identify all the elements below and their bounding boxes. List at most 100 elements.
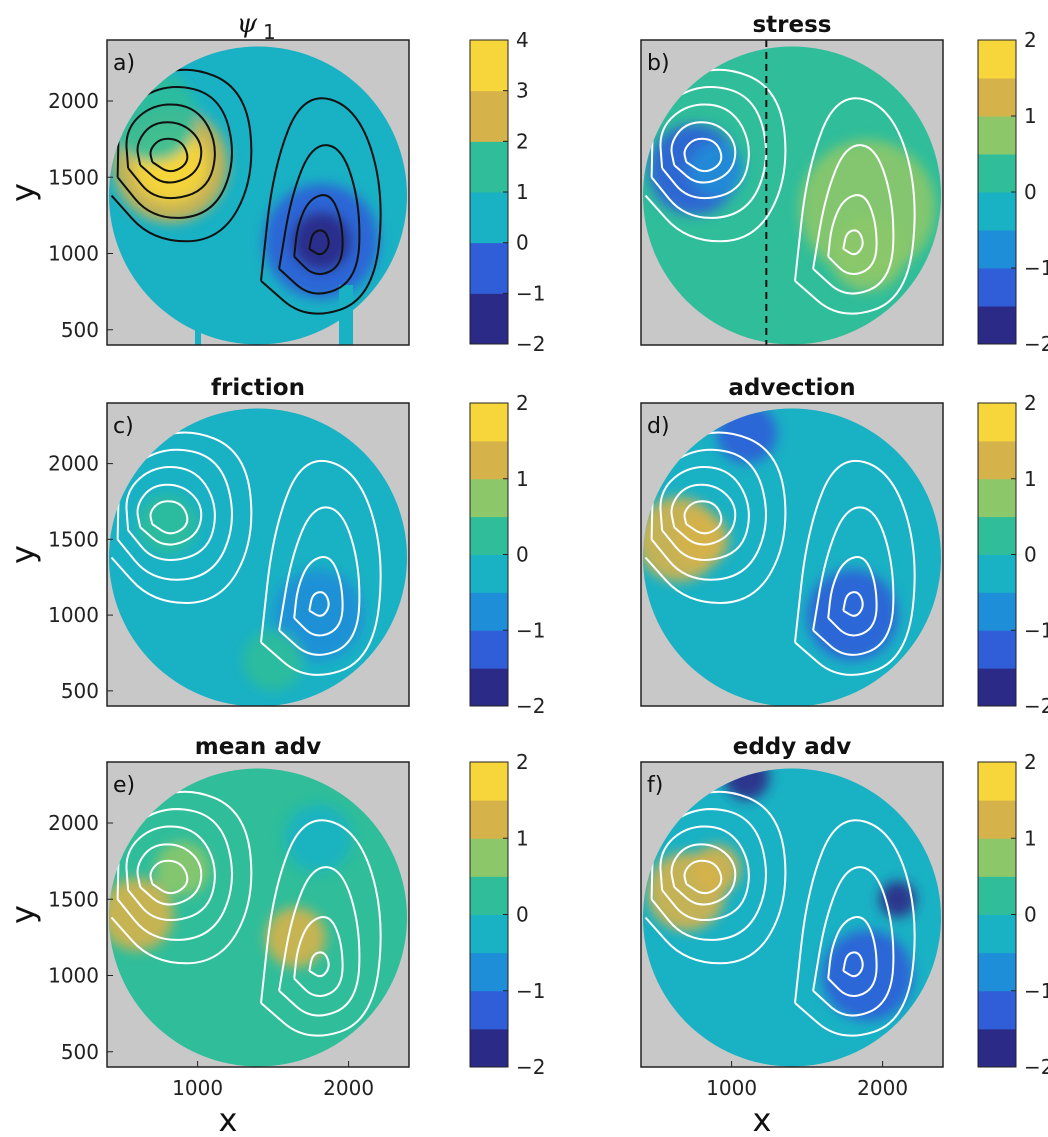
streamline <box>125 466 216 561</box>
streamline <box>683 859 723 895</box>
streamline <box>136 843 203 906</box>
streamline <box>149 137 189 173</box>
colorbar-segment <box>978 554 1016 593</box>
y-tick-label: 1500 <box>48 527 99 551</box>
colorbar-segment <box>470 242 508 294</box>
y-tick-label: 500 <box>61 679 99 703</box>
field-blob <box>822 930 913 1021</box>
streamline <box>293 556 344 637</box>
colorbar-segment <box>470 440 508 480</box>
colorbar-tick-label: −2 <box>1024 694 1048 718</box>
colorbar: 4 3 2 1 0 −1 −2 <box>469 28 545 356</box>
colorbar-segment <box>978 838 1016 877</box>
streamline <box>812 866 895 1017</box>
colorbar-tick-label: 2 <box>516 391 529 415</box>
panel-label: c) <box>113 414 134 439</box>
x-axis-label: x <box>753 1101 772 1137</box>
streamline <box>278 506 361 656</box>
y-axis-label: y <box>4 545 42 564</box>
field-blob <box>155 841 210 896</box>
field-blob <box>285 805 352 872</box>
colorbar-segment <box>978 592 1016 631</box>
streamline <box>260 97 382 315</box>
panel-title: eddy adv <box>733 734 852 760</box>
colorbar-segment <box>978 116 1016 155</box>
colorbar-segment <box>470 192 508 244</box>
streamline <box>278 866 361 1017</box>
streamline <box>794 819 916 1037</box>
panel-title: stress <box>752 12 831 38</box>
x-tick-label: 2000 <box>323 1076 374 1100</box>
streamline <box>293 916 344 998</box>
colorbar-tick-label: 2 <box>1024 750 1037 774</box>
streamline <box>659 103 750 200</box>
x-tick-label: 1000 <box>172 1076 223 1100</box>
streamline <box>827 916 878 998</box>
colorbar-segment <box>978 1028 1016 1068</box>
y-axis-label: y <box>4 905 42 924</box>
colorbar-tick-label: 4 <box>516 28 529 52</box>
colorbar-segment <box>978 876 1016 915</box>
colorbar-segment <box>470 876 508 915</box>
colorbar-tick-label: 3 <box>516 79 529 103</box>
colorbar-tick-label: 1 <box>1024 104 1037 128</box>
colorbar-segment <box>978 192 1016 231</box>
streamline <box>149 859 189 895</box>
colorbar: 2 1 0 −1 −2 <box>977 750 1048 1079</box>
colorbar-segment <box>470 403 508 442</box>
x-axis-label: x <box>219 1101 238 1137</box>
streamline <box>842 591 864 617</box>
field-blob <box>109 878 174 951</box>
streamline <box>812 506 895 656</box>
panel-label: b) <box>647 51 670 76</box>
colorbar-tick-label: −2 <box>1024 1055 1048 1079</box>
colorbar-tick-label: 0 <box>1024 180 1037 204</box>
plot-frame <box>106 39 410 346</box>
plot-frame <box>640 761 944 1068</box>
streamline <box>659 466 750 561</box>
colorbar-segment <box>978 800 1016 839</box>
streamline <box>670 121 737 184</box>
streamline <box>794 459 916 676</box>
colorbar: 2 1 0 −1 −2 <box>469 391 545 718</box>
colorbar-tick-label: 0 <box>516 231 529 255</box>
panel-label: d) <box>647 414 670 439</box>
panel-title-subscript: 1 <box>263 20 276 44</box>
colorbar-segment <box>470 478 508 518</box>
colorbar-segment <box>470 914 508 954</box>
colorbar-segment <box>978 516 1016 555</box>
colorbar-tick-label: 0 <box>516 543 529 567</box>
plot-frame <box>640 39 944 346</box>
colorbar-segment <box>470 516 508 555</box>
colorbar-segment <box>978 306 1016 345</box>
y-tick-label: 500 <box>61 1040 99 1064</box>
streamline <box>670 483 737 546</box>
colorbar-segment <box>470 990 508 1030</box>
streamline <box>683 137 723 173</box>
streamline <box>308 229 330 256</box>
colorbar-tick-label: 1 <box>516 180 529 204</box>
colorbar-tick-label: 2 <box>516 750 529 774</box>
y-axis-label: y <box>4 183 42 202</box>
streamline <box>260 459 382 676</box>
colorbar: 2 1 0 −1 −2 <box>977 391 1048 718</box>
streamline <box>278 144 361 295</box>
streamlines <box>110 431 382 676</box>
colorbar-segment <box>470 1028 508 1068</box>
streamline <box>125 825 216 922</box>
y-tick-label: 500 <box>61 318 99 342</box>
colorbar-tick-label: 2 <box>516 129 529 153</box>
streamline <box>794 97 916 315</box>
streamline <box>125 103 216 200</box>
panel-title: mean adv <box>195 734 321 760</box>
colorbar-segment <box>470 293 508 345</box>
panel-c: c) friction 500 1000 1500 2000 y 2 1 0 −1 −2 <box>4 375 545 718</box>
colorbar-segment <box>978 268 1016 307</box>
field-blob <box>291 211 352 272</box>
plot-frame <box>106 402 410 707</box>
streamline <box>842 951 864 978</box>
colorbar: 2 1 0 −1 −2 <box>977 28 1048 356</box>
y-tick-label: 1500 <box>48 887 99 911</box>
colorbar-segment <box>978 440 1016 480</box>
